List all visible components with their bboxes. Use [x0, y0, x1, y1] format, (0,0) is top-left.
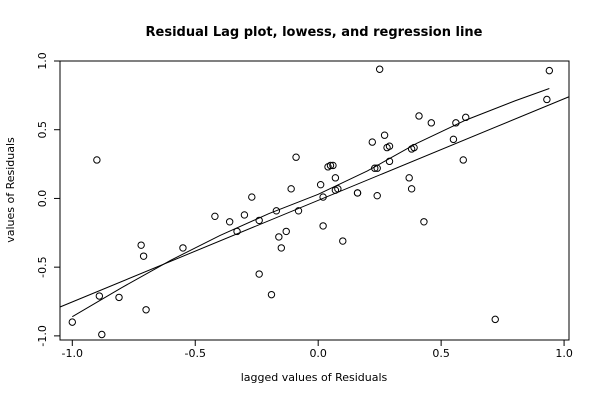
data-point	[255, 270, 263, 278]
data-point	[179, 244, 187, 252]
data-point	[98, 330, 106, 339]
data-point	[385, 142, 394, 150]
data-point	[277, 244, 286, 252]
data-point	[462, 113, 470, 122]
data-point	[375, 65, 384, 73]
regression-line	[59, 96, 570, 308]
data-point	[339, 237, 347, 245]
data-point	[420, 218, 428, 226]
data-point	[267, 290, 276, 299]
y-tick-label: -1.0	[36, 325, 49, 346]
chart-title: Residual Lag plot, lowess, and regressio…	[146, 25, 483, 40]
data-point	[68, 318, 76, 326]
data-point	[368, 138, 376, 146]
data-point	[225, 218, 234, 226]
x-axis-label: lagged values of Residuals	[241, 371, 388, 384]
data-point	[248, 193, 256, 201]
x-tick-label: -1.0	[62, 347, 83, 360]
data-point	[334, 185, 342, 193]
data-point	[316, 180, 325, 189]
data-point	[452, 119, 460, 127]
data-point	[380, 131, 389, 139]
y-tick-label: 0.5	[36, 121, 49, 139]
scatter-points	[68, 65, 554, 339]
data-point	[294, 207, 303, 215]
data-point	[292, 153, 300, 161]
data-point	[373, 164, 381, 172]
data-point	[459, 156, 467, 164]
data-point	[415, 112, 423, 120]
data-point	[449, 135, 458, 144]
data-point	[275, 233, 283, 241]
x-tick-label: -0.5	[185, 347, 206, 360]
data-point	[282, 227, 290, 236]
x-tick-label: 0.0	[309, 347, 327, 360]
y-tick-label: 0.0	[36, 190, 49, 208]
data-point	[272, 207, 281, 215]
data-point	[410, 143, 418, 152]
y-tick-label: -0.5	[36, 256, 49, 277]
data-point	[331, 174, 340, 182]
data-point	[491, 315, 499, 324]
data-point	[240, 211, 249, 219]
data-point	[211, 212, 219, 221]
y-tick-label: 1.0	[36, 52, 49, 70]
data-point	[427, 119, 435, 127]
data-point	[405, 174, 413, 182]
data-point	[139, 252, 148, 260]
data-point	[319, 193, 327, 201]
lowess-line	[72, 88, 550, 318]
fit-lines	[59, 88, 570, 318]
data-point	[545, 66, 554, 75]
plot-frame	[59, 60, 570, 341]
x-axis: -1.0 -0.5 0.0 0.5 1.0	[62, 340, 573, 360]
data-point	[373, 191, 381, 200]
data-point	[319, 222, 327, 230]
y-axis: -1.0 -0.5 0.0 0.5 1.0	[36, 52, 60, 347]
data-point	[371, 164, 379, 172]
data-point	[137, 241, 145, 249]
data-point	[255, 216, 263, 225]
data-point	[353, 189, 362, 197]
data-point	[115, 293, 123, 302]
data-point	[385, 157, 394, 166]
data-point	[407, 185, 416, 193]
data-point	[142, 306, 150, 314]
data-point	[287, 185, 295, 193]
data-point	[233, 227, 241, 236]
data-point	[329, 161, 337, 170]
data-point	[543, 95, 551, 104]
y-axis-label: values of Residuals	[4, 137, 17, 243]
x-tick-label: 0.5	[432, 347, 450, 360]
data-point	[326, 161, 335, 170]
data-point	[95, 292, 104, 300]
x-tick-label: 1.0	[555, 347, 573, 360]
data-point	[93, 156, 101, 164]
